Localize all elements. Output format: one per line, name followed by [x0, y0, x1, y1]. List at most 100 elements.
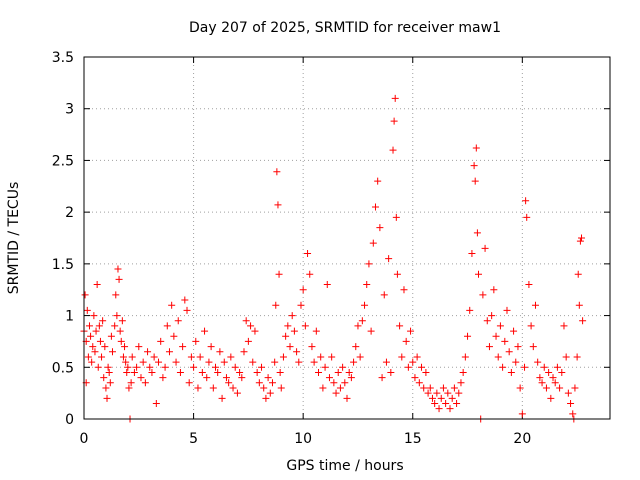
data-point: [231, 363, 239, 371]
data-point: [258, 363, 266, 371]
data-point: [124, 363, 132, 371]
data-point: [297, 301, 305, 309]
data-point: [91, 348, 99, 356]
data-point: [505, 348, 513, 356]
data-point: [380, 291, 388, 299]
data-point: [490, 286, 498, 294]
data-point: [264, 374, 272, 382]
data-point: [457, 379, 465, 387]
data-point: [400, 286, 408, 294]
y-tick-label: 0.5: [52, 360, 74, 376]
data-point: [179, 343, 187, 351]
data-point: [481, 244, 489, 252]
data-point: [255, 379, 263, 387]
data-point: [190, 363, 198, 371]
data-point: [274, 201, 282, 209]
data-point: [420, 384, 428, 392]
axis-ticks: 0 0.5 1 1.5 2 2.5 3 3.5 0 5 10 15 20: [52, 50, 610, 447]
data-point: [439, 384, 447, 392]
data-point: [396, 322, 404, 330]
y-tick-label: 3.5: [52, 50, 74, 66]
data-point: [492, 332, 500, 340]
data-point: [99, 317, 107, 325]
data-point: [247, 322, 255, 330]
data-point: [542, 384, 550, 392]
data-point: [389, 146, 397, 154]
data-point: [83, 306, 91, 314]
data-point: [170, 332, 178, 340]
data-point: [253, 368, 261, 376]
data-point: [295, 358, 303, 366]
data-point: [525, 281, 533, 289]
data-point: [181, 296, 189, 304]
data-point: [236, 368, 244, 376]
data-point: [393, 270, 401, 278]
data-point: [116, 327, 124, 335]
x-axis-label: GPS time / hours: [286, 458, 403, 474]
data-point: [227, 353, 235, 361]
data-point: [334, 368, 342, 376]
data-point: [185, 379, 193, 387]
data-point: [102, 384, 110, 392]
data-point: [321, 363, 329, 371]
data-point: [159, 374, 167, 382]
data-point: [514, 343, 522, 351]
data-point: [501, 337, 509, 345]
data-point: [522, 197, 530, 205]
data-point: [88, 358, 96, 366]
data-point: [459, 368, 467, 376]
data-point: [531, 301, 539, 309]
data-point: [222, 374, 230, 382]
data-point: [130, 368, 138, 376]
data-point: [352, 343, 360, 351]
data-point: [551, 379, 559, 387]
data-point: [361, 301, 369, 309]
data-point: [244, 337, 252, 345]
data-point: [404, 363, 412, 371]
data-point: [96, 337, 104, 345]
data-point: [216, 348, 224, 356]
data-point: [385, 255, 393, 263]
data-point: [575, 301, 583, 309]
data-point: [558, 368, 566, 376]
data-point: [172, 358, 180, 366]
data-point: [161, 363, 169, 371]
data-point: [117, 337, 125, 345]
data-point: [315, 368, 323, 376]
data-point: [409, 358, 417, 366]
data-point: [271, 358, 279, 366]
data-point: [260, 384, 268, 392]
data-point: [119, 353, 127, 361]
data-point: [564, 389, 572, 397]
data-point: [276, 368, 284, 376]
data-point: [471, 177, 479, 185]
y-tick-label: 3: [65, 102, 74, 118]
data-point: [114, 265, 122, 273]
data-point: [343, 394, 351, 402]
data-point: [107, 332, 115, 340]
data-point: [176, 368, 184, 376]
data-point: [547, 394, 555, 402]
data-point: [279, 353, 287, 361]
data-point: [573, 353, 581, 361]
data-point: [376, 224, 384, 232]
data-point: [391, 94, 399, 102]
data-point: [100, 374, 108, 382]
data-point: [168, 301, 176, 309]
data-point: [150, 353, 158, 361]
x-tick-label: 15: [404, 431, 422, 447]
data-point: [496, 322, 504, 330]
data-point: [382, 358, 390, 366]
data-point: [418, 363, 426, 371]
data-point: [523, 213, 531, 221]
data-point: [105, 368, 113, 376]
data-point: [437, 394, 445, 402]
data-point: [317, 353, 325, 361]
data-point: [464, 332, 472, 340]
data-point: [128, 353, 136, 361]
data-point: [225, 379, 233, 387]
data-point: [183, 306, 191, 314]
data-point: [133, 363, 141, 371]
data-point: [203, 374, 211, 382]
data-point: [534, 358, 542, 366]
